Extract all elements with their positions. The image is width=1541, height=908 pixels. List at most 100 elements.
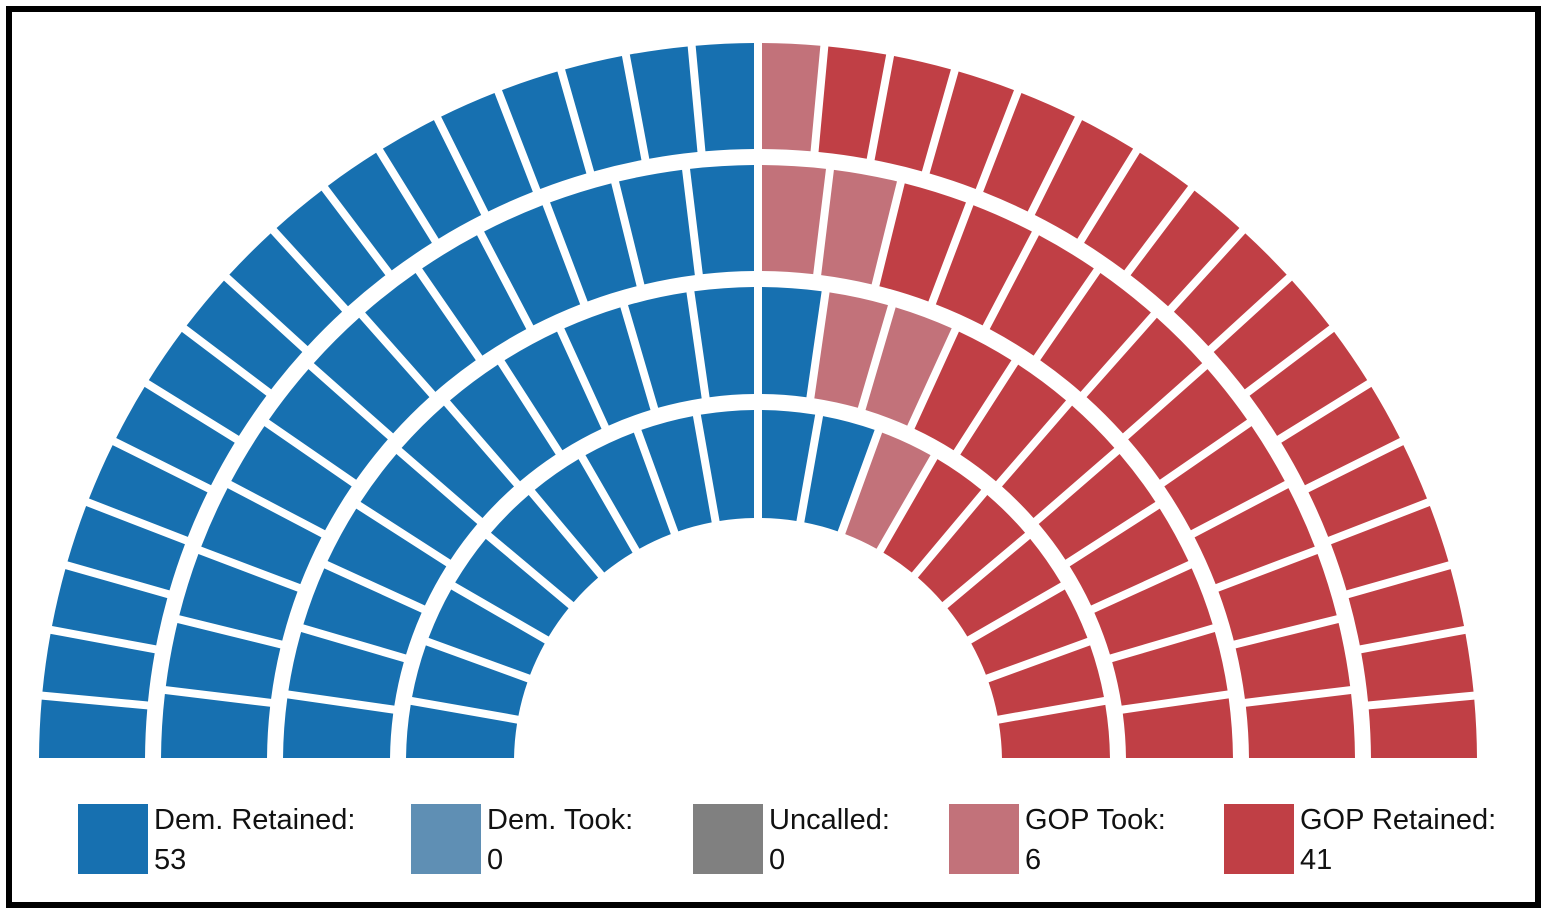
seat-dem-retained-row2-5 — [360, 453, 478, 560]
seat-gop-retained-row2-21 — [1112, 632, 1228, 706]
seat-dem-retained-row1-10 — [761, 410, 816, 522]
seat-dem-retained-row4-9 — [229, 233, 343, 347]
seat-gop-took-row2-14 — [865, 307, 952, 426]
seat-gop-retained-row1-15 — [947, 538, 1061, 637]
seat-dem-retained-row3-4 — [201, 488, 322, 585]
seat-dem-retained-row4-8 — [186, 280, 303, 390]
seat-gop-retained-row1-14 — [917, 494, 1026, 603]
legend-label-gop-retained: GOP Retained: — [1300, 804, 1497, 836]
seat-dem-retained-row1-8 — [641, 416, 712, 532]
seat-gop-retained-row2-17 — [1001, 405, 1115, 519]
seat-dem-retained-row4-12 — [382, 120, 482, 239]
seat-gop-took-row2-13 — [814, 292, 888, 408]
seat-dem-retained-row1-2 — [412, 645, 528, 716]
seat-gop-retained-row4-28 — [1249, 331, 1368, 436]
seat-dem-retained-row3-10 — [484, 205, 581, 326]
seat-gop-retained-row3-21 — [1128, 369, 1248, 480]
seat-gop-retained-row4-25 — [1130, 190, 1240, 307]
seat-dem-retained-row3-5 — [231, 426, 352, 531]
seat-dem-retained-row2-10 — [628, 292, 702, 408]
seat-dem-retained-row1-9 — [700, 410, 755, 522]
legend-label-uncalled: Uncalled: — [769, 804, 890, 836]
seat-gop-retained-row4-19 — [818, 46, 887, 159]
legend-swatch-dem-retained — [78, 804, 148, 874]
seat-gop-retained-row3-16 — [879, 183, 966, 302]
seat-gop-retained-row4-21 — [929, 71, 1014, 189]
seat-gop-retained-row4-32 — [1348, 569, 1465, 646]
seat-dem-retained-row2-9 — [564, 307, 651, 426]
seat-dem-retained-row3-2 — [165, 623, 281, 699]
seat-gop-retained-row2-15 — [914, 331, 1012, 451]
seat-dem-retained-row4-14 — [502, 71, 587, 189]
seat-dem-retained-row1-11 — [804, 416, 875, 532]
seats-group — [39, 43, 1477, 759]
seat-gop-retained-row2-16 — [960, 364, 1067, 482]
seat-dem-retained-row1-3 — [428, 589, 545, 675]
seat-gop-retained-row2-19 — [1069, 508, 1189, 606]
seat-gop-retained-row1-18 — [998, 704, 1110, 759]
seat-gop-retained-row2-22 — [1122, 698, 1233, 759]
seat-dem-retained-row2-12 — [761, 287, 822, 398]
seat-dem-retained-row3-6 — [268, 369, 388, 480]
seat-gop-retained-row1-13 — [883, 459, 982, 573]
seat-dem-retained-row4-13 — [441, 93, 533, 212]
seat-dem-retained-row4-10 — [276, 190, 386, 307]
seat-dem-retained-row1-4 — [455, 538, 569, 637]
seat-gop-retained-row3-20 — [1086, 317, 1203, 434]
seat-gop-retained-row4-26 — [1173, 233, 1287, 347]
seat-dem-retained-row3-7 — [313, 317, 430, 434]
seat-dem-retained-row3-8 — [365, 272, 476, 392]
seat-gop-retained-row3-19 — [1040, 272, 1151, 392]
seat-gop-retained-row3-25 — [1235, 623, 1351, 699]
seat-dem-retained-row2-4 — [327, 508, 447, 606]
seat-gop-retained-row4-31 — [1331, 506, 1449, 591]
seat-dem-retained-row4-5 — [89, 445, 208, 537]
legend-label-dem-took: Dem. Took: — [487, 804, 634, 836]
seat-dem-retained-row1-1 — [406, 704, 518, 759]
seat-gop-retained-row4-30 — [1308, 445, 1427, 537]
seat-gop-took-row3-15 — [821, 169, 897, 285]
seat-dem-retained-row1-7 — [585, 432, 671, 549]
seat-gop-retained-row3-23 — [1194, 488, 1315, 585]
seat-gop-retained-row4-23 — [1034, 120, 1134, 239]
seat-dem-retained-row2-8 — [504, 331, 602, 451]
seat-gop-took-row4-18 — [762, 43, 821, 152]
seat-dem-retained-row2-7 — [449, 364, 556, 482]
seat-dem-retained-row3-9 — [422, 235, 527, 356]
seat-gop-retained-row4-29 — [1281, 386, 1400, 486]
legend-label-gop-took: GOP Took: — [1025, 804, 1166, 836]
seat-gop-retained-row4-24 — [1084, 152, 1189, 271]
seat-gop-retained-row4-27 — [1213, 280, 1330, 390]
seat-gop-retained-row1-17 — [988, 645, 1104, 716]
legend-swatch-dem-took — [411, 804, 481, 874]
seat-dem-retained-row1-6 — [534, 459, 633, 573]
seat-gop-retained-row4-20 — [874, 55, 951, 172]
seat-dem-retained-row2-3 — [303, 568, 422, 655]
seat-dem-retained-row2-11 — [694, 287, 755, 398]
seat-gop-retained-row4-22 — [983, 93, 1075, 212]
seat-dem-retained-row1-5 — [490, 494, 599, 603]
seat-gop-retained-row4-34 — [1368, 699, 1477, 758]
seat-dem-retained-row2-1 — [283, 698, 394, 759]
seat-dem-retained-row3-13 — [690, 165, 755, 275]
seat-gop-retained-row3-26 — [1245, 694, 1355, 759]
seat-dem-retained-row4-4 — [67, 506, 185, 591]
seat-dem-retained-row2-2 — [288, 632, 404, 706]
seat-dem-retained-row3-11 — [550, 183, 637, 302]
seat-dem-retained-row4-6 — [116, 386, 235, 486]
legend-swatch-gop-took — [949, 804, 1019, 874]
seat-dem-retained-row4-17 — [695, 43, 754, 152]
seat-dem-retained-row2-6 — [401, 405, 515, 519]
seat-gop-retained-row3-24 — [1218, 554, 1337, 641]
seat-gop-retained-row2-20 — [1094, 568, 1213, 655]
seat-dem-retained-row4-1 — [39, 699, 148, 758]
seat-dem-retained-row3-1 — [161, 694, 271, 759]
legend-value-gop-took: 6 — [1025, 844, 1042, 876]
seat-dem-retained-row3-12 — [619, 169, 695, 285]
seat-gop-retained-row2-18 — [1038, 453, 1156, 560]
legend-value-dem-retained: 53 — [154, 844, 187, 876]
seat-gop-retained-row3-18 — [989, 235, 1094, 356]
legend-label-dem-retained: Dem. Retained: — [154, 804, 356, 836]
seat-gop-retained-row1-16 — [971, 589, 1088, 675]
